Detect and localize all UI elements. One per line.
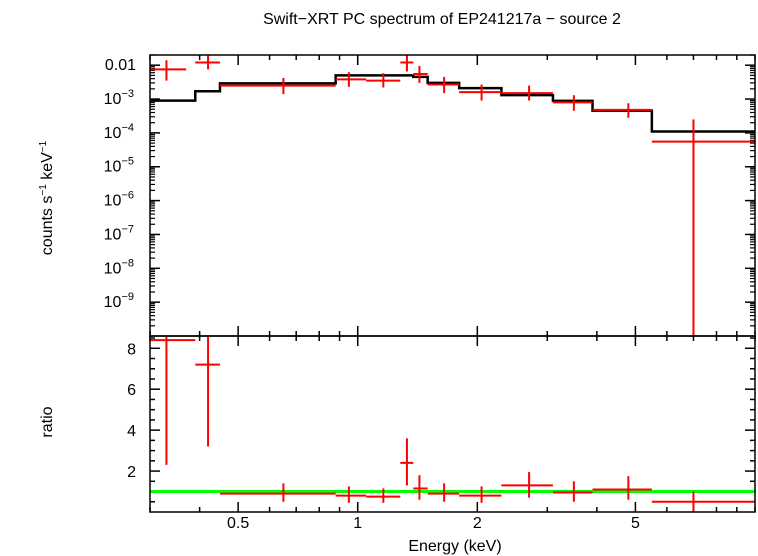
spectrum-data-point	[427, 76, 460, 94]
chart-title: Swift−XRT PC spectrum of EP241217a − sou…	[263, 11, 621, 28]
ratio-data-point	[651, 491, 755, 512]
ratio-y-tick-label: 2	[127, 464, 136, 481]
spectrum-data-point	[219, 77, 336, 95]
ratio-data-point	[501, 472, 553, 498]
ratio-data-point	[219, 483, 336, 502]
spectrum-y-tick-label: 10−6	[104, 190, 134, 210]
ratio-y-axis-label: ratio	[39, 406, 56, 437]
ratio-data-point	[335, 486, 367, 503]
spectrum-data-point	[413, 65, 428, 83]
spectrum-y-tick-label: 10−5	[104, 156, 134, 176]
ratio-data-point	[552, 481, 593, 502]
ratio-frame	[149, 335, 756, 513]
spectrum-data-point	[501, 85, 553, 101]
ratio-data-point	[427, 483, 460, 502]
spectrum-y-tick-label: 10−7	[104, 223, 134, 243]
ratio-y-tick-label: 6	[127, 382, 136, 399]
x-tick-label: 5	[631, 515, 640, 532]
ratio-y-tick-label: 4	[127, 423, 136, 440]
ratio-data-point	[195, 336, 220, 447]
spectrum-y-tick-label: 10−3	[104, 88, 134, 108]
spectrum-y-tick-label: 10−4	[104, 122, 134, 142]
spectrum-y-axis-label: counts s−1 keV−1	[38, 140, 56, 255]
spectrum-data-point	[552, 95, 593, 111]
spectrum-data-point	[459, 84, 502, 101]
ratio-data-point	[400, 438, 414, 486]
spectrum-panel: 0.01 10−3 10−4 10−5 10−6 10−7 10−8 10−9	[104, 54, 756, 337]
spectrum-data-point	[195, 55, 220, 70]
x-tick-label: 1	[353, 515, 362, 532]
spectrum-data-point	[366, 73, 401, 88]
spectrum-y-tick-label: 0.01	[105, 57, 136, 74]
spectrum-data-point	[651, 119, 755, 336]
spectrum-data-point	[400, 55, 414, 72]
spectrum-data-point	[335, 72, 367, 87]
ratio-data-point	[150, 336, 196, 465]
spectrum-data-point	[150, 60, 187, 81]
x-tick-label: 2	[473, 515, 482, 532]
spectrum-data-point	[592, 103, 652, 118]
ratio-y-tick-label: 8	[127, 341, 136, 358]
ratio-data-point	[413, 475, 428, 500]
x-axis-label: Energy (keV)	[408, 538, 501, 555]
x-tick-label: 0.5	[227, 515, 249, 532]
spectrum-frame	[149, 54, 756, 337]
ratio-data-point	[459, 486, 502, 503]
spectrum-y-tick-label: 10−8	[104, 257, 134, 277]
ratio-panel: 0.5 1 2 5 2 4 6 8	[127, 335, 756, 532]
ratio-data-point	[592, 476, 652, 500]
ratio-data-point	[366, 488, 401, 503]
spectrum-y-tick-label: 10−9	[104, 291, 134, 311]
